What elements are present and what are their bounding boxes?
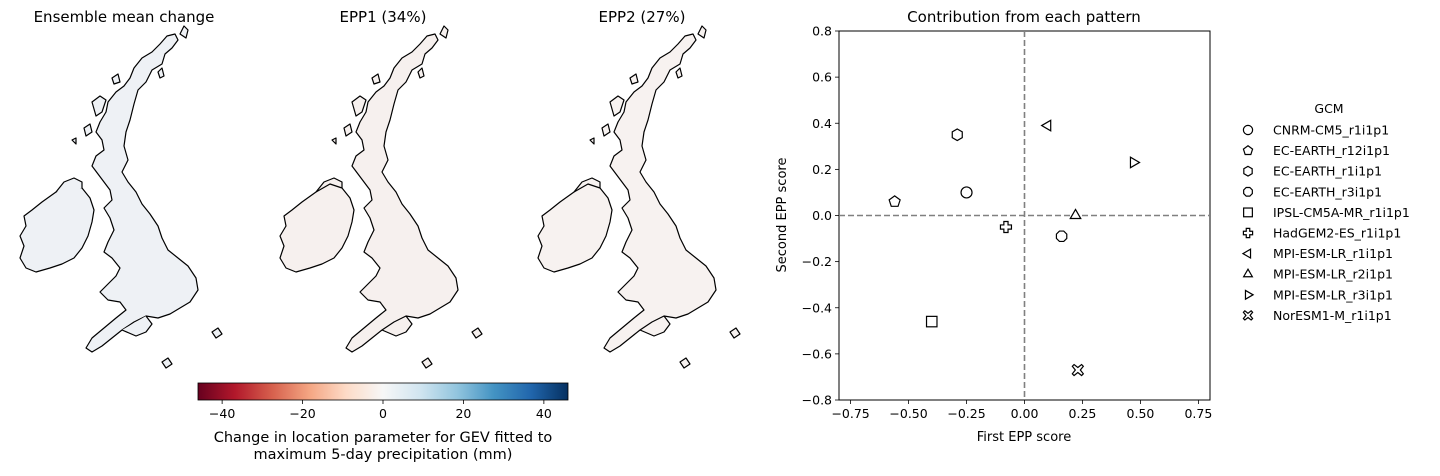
legend-marker — [1242, 227, 1254, 239]
y-tick-label: −0.2 — [802, 254, 832, 269]
data-point — [925, 315, 938, 328]
data-point — [1069, 208, 1082, 220]
uk-map — [19, 25, 223, 369]
uk-map — [279, 25, 483, 369]
legend-label: EC-EARTH_r1i1p1 — [1273, 164, 1382, 179]
map-panel-epp2: EPP2 (27%) — [537, 8, 741, 369]
legend-label: MPI-ESM-LR_r3i1p1 — [1273, 287, 1393, 302]
legend-marker — [1242, 124, 1254, 136]
y-tick-label: 0.6 — [812, 70, 832, 85]
x-tick-label: 0.50 — [1127, 406, 1155, 421]
legend-label: IPSL-CM5A-MR_r1i1p1 — [1273, 205, 1410, 220]
y-axis-label: Second EPP score — [775, 158, 790, 273]
legend-label: HadGEM2-ES_r1i1p1 — [1273, 226, 1401, 241]
map-title: EPP1 (34%) — [340, 8, 427, 26]
data-points — [888, 119, 1141, 377]
data-point — [1055, 230, 1068, 243]
y-axis-ticks: −0.8 −0.6 −0.4 −0.2 0.0 0.2 0.4 0.6 0.8 — [802, 24, 839, 408]
legend-label: CNRM-CM5_r1i1p1 — [1273, 123, 1389, 138]
legend-label: NorESM1-M_r1i1p1 — [1273, 308, 1392, 323]
x-axis-ticks: −0.75 −0.50 −0.25 0.00 0.25 0.50 0.75 — [831, 400, 1212, 421]
x-axis-label: First EPP score — [977, 430, 1071, 445]
colorbar-tick-label: 40 — [536, 406, 552, 421]
map-panels: Ensemble mean change EPP1 (34%) — [19, 8, 741, 463]
colorbar-ticks: −40 −20 0 20 40 — [209, 400, 552, 421]
data-point — [1129, 156, 1141, 169]
legend-title: GCM — [1314, 101, 1343, 116]
x-tick-label: 0.75 — [1184, 406, 1212, 421]
legend-items: CNRM-CM5_r1i1p1 EC-EARTH_r12i1p1 EC-EARTH_… — [1241, 123, 1410, 323]
x-tick-label: −0.50 — [889, 406, 927, 421]
y-tick-label: −0.6 — [802, 346, 832, 361]
reference-lines — [839, 31, 1210, 400]
legend-marker — [1242, 267, 1254, 278]
uk-map — [537, 25, 741, 369]
legend-label: EC-EARTH_r12i1p1 — [1273, 143, 1390, 158]
colorbar-tick-label: 20 — [455, 406, 471, 421]
legend: GCM CNRM-CM5_r1i1p1 EC-EARTH_r12i1p1 EC-EA… — [1241, 101, 1410, 323]
legend-label: MPI-ESM-LR_r2i1p1 — [1273, 267, 1393, 282]
legend-marker — [1244, 289, 1255, 301]
y-tick-label: 0.2 — [812, 162, 832, 177]
legend-marker — [1242, 145, 1254, 156]
colorbar-tick-label: 0 — [379, 406, 387, 421]
legend-label: MPI-ESM-LR_r1i1p1 — [1273, 246, 1393, 261]
map-panel-epp1: EPP1 (34%) — [279, 8, 483, 369]
map-panel-ensemble-mean: Ensemble mean change — [19, 8, 223, 369]
colorbar-tick-label: −20 — [289, 406, 315, 421]
legend-marker — [1241, 248, 1252, 260]
legend-marker — [1243, 186, 1253, 197]
data-point — [888, 195, 901, 207]
legend-marker — [1243, 207, 1253, 218]
legend-label: EC-EARTH_r3i1p1 — [1273, 184, 1382, 199]
data-point — [1040, 119, 1052, 132]
map-title: Ensemble mean change — [34, 8, 215, 26]
legend-marker — [1242, 309, 1254, 321]
data-point — [951, 128, 963, 142]
x-tick-label: −0.75 — [831, 406, 869, 421]
legend-marker — [1243, 165, 1253, 177]
colorbar-label-line2: maximum 5-day precipitation (mm) — [254, 447, 513, 463]
colorbar-tick-label: −40 — [209, 406, 235, 421]
y-tick-label: −0.4 — [802, 300, 832, 315]
scatter-chart: Contribution from each pattern −0.75 −0.5… — [775, 8, 1212, 445]
colorbar-label-line1: Change in location parameter for GEV fit… — [214, 430, 553, 446]
chart-title: Contribution from each pattern — [907, 8, 1141, 26]
colorbar: −40 −20 0 20 40 Change in location parameter… — [197, 382, 569, 463]
x-tick-label: 0.25 — [1069, 406, 1097, 421]
x-tick-label: −0.25 — [947, 406, 985, 421]
y-tick-label: 0.4 — [812, 116, 832, 131]
data-point — [1071, 363, 1085, 377]
y-tick-label: 0.8 — [812, 24, 832, 39]
y-tick-label: −0.8 — [802, 393, 832, 408]
y-tick-label: 0.0 — [812, 208, 832, 223]
map-title: EPP2 (27%) — [599, 8, 686, 26]
x-tick-label: 0.00 — [1011, 406, 1039, 421]
data-point — [960, 186, 973, 199]
colorbar-gradient — [197, 382, 569, 401]
data-point — [999, 220, 1013, 234]
